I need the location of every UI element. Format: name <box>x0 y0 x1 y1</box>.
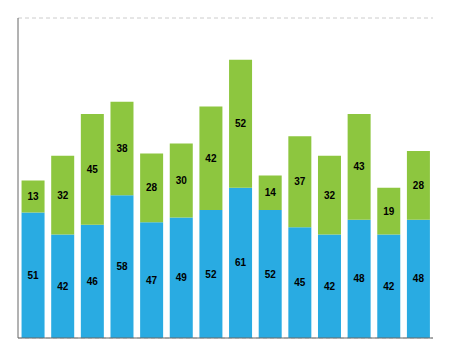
svg-text:42: 42 <box>205 153 217 164</box>
svg-text:28: 28 <box>413 180 425 191</box>
svg-text:13: 13 <box>27 191 39 202</box>
svg-text:19: 19 <box>383 206 395 217</box>
svg-text:46: 46 <box>87 276 99 287</box>
svg-text:28: 28 <box>146 182 158 193</box>
svg-text:48: 48 <box>413 273 425 284</box>
svg-text:42: 42 <box>383 281 395 292</box>
svg-text:52: 52 <box>205 269 217 280</box>
svg-text:48: 48 <box>354 273 366 284</box>
svg-text:58: 58 <box>116 261 128 272</box>
svg-text:52: 52 <box>265 269 277 280</box>
svg-text:43: 43 <box>354 161 366 172</box>
svg-text:37: 37 <box>294 176 306 187</box>
svg-text:30: 30 <box>176 175 188 186</box>
svg-text:32: 32 <box>324 190 336 201</box>
svg-text:51: 51 <box>27 270 39 281</box>
svg-text:32: 32 <box>57 190 69 201</box>
svg-text:47: 47 <box>146 275 158 286</box>
svg-text:61: 61 <box>235 257 247 268</box>
svg-text:49: 49 <box>176 272 188 283</box>
svg-text:38: 38 <box>116 143 128 154</box>
svg-text:52: 52 <box>235 118 247 129</box>
svg-text:14: 14 <box>265 187 277 198</box>
svg-text:42: 42 <box>324 281 336 292</box>
svg-text:42: 42 <box>57 281 69 292</box>
svg-text:45: 45 <box>294 277 306 288</box>
svg-text:45: 45 <box>87 164 99 175</box>
